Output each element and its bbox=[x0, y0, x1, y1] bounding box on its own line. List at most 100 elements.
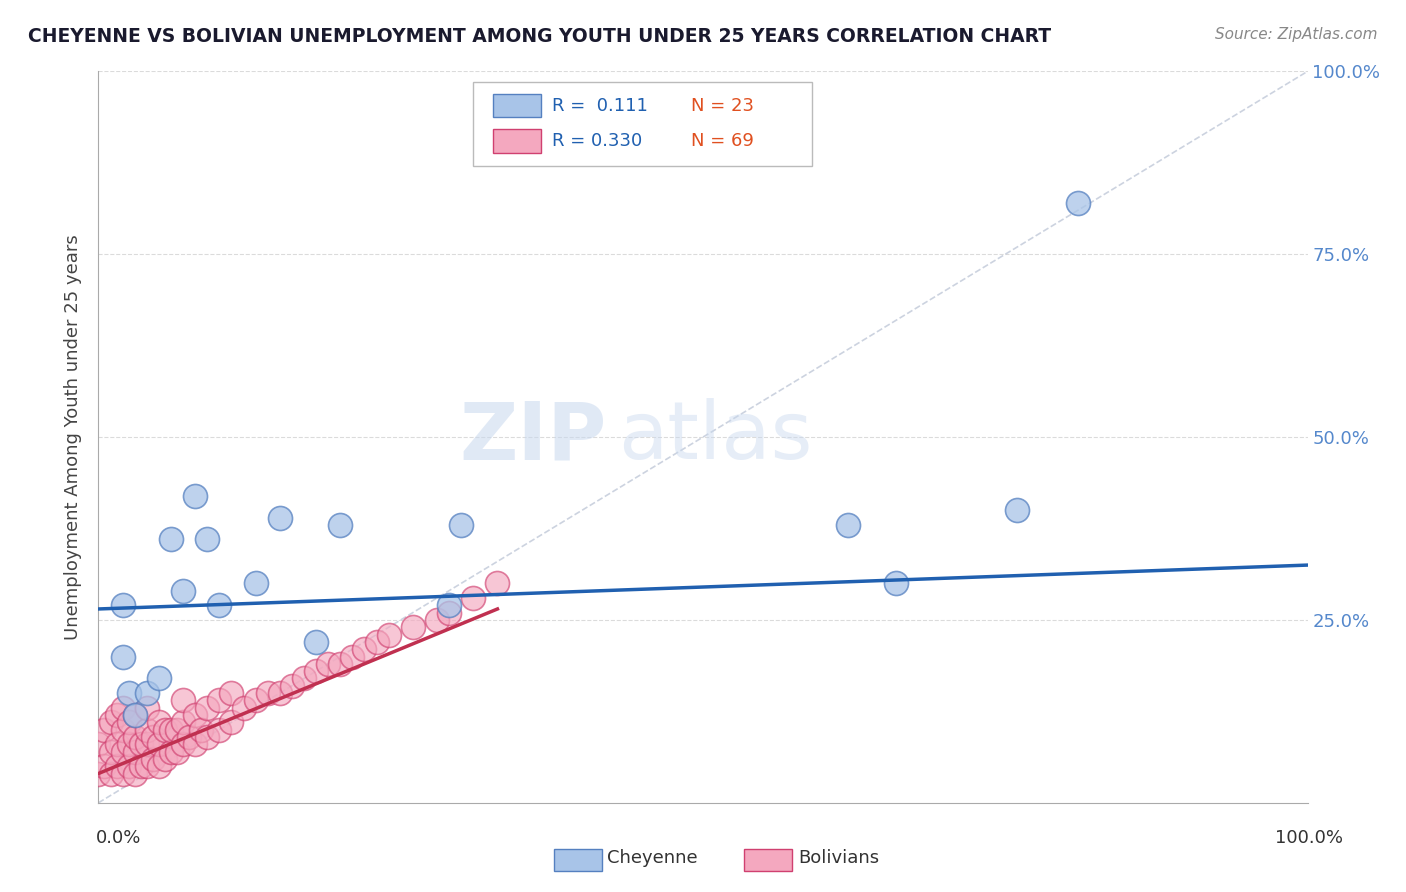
Point bbox=[292, 672, 315, 686]
Point bbox=[195, 533, 218, 547]
Text: ZIP: ZIP bbox=[458, 398, 606, 476]
Point bbox=[377, 627, 399, 641]
Point bbox=[184, 489, 207, 503]
Point bbox=[111, 649, 134, 664]
Point bbox=[135, 737, 157, 751]
Point bbox=[221, 686, 243, 700]
Point bbox=[153, 752, 176, 766]
Point bbox=[426, 613, 449, 627]
Point bbox=[329, 517, 352, 532]
Point bbox=[208, 599, 231, 613]
Point bbox=[190, 723, 212, 737]
Point bbox=[402, 620, 425, 634]
Point bbox=[172, 737, 194, 751]
Point bbox=[179, 730, 201, 744]
Point bbox=[316, 657, 339, 671]
Point bbox=[166, 745, 188, 759]
Text: R = 0.330: R = 0.330 bbox=[551, 132, 643, 150]
Point bbox=[437, 599, 460, 613]
Point bbox=[129, 759, 152, 773]
Point bbox=[256, 686, 278, 700]
Point bbox=[148, 715, 170, 730]
Point bbox=[208, 693, 231, 707]
Point bbox=[160, 745, 183, 759]
Point bbox=[166, 723, 188, 737]
Point bbox=[305, 664, 328, 678]
Point bbox=[135, 700, 157, 714]
Point bbox=[148, 737, 170, 751]
Point bbox=[118, 759, 141, 773]
Text: Bolivians: Bolivians bbox=[799, 849, 880, 867]
Point bbox=[111, 723, 134, 737]
Text: 100.0%: 100.0% bbox=[1275, 829, 1343, 847]
Point bbox=[93, 723, 115, 737]
Point bbox=[100, 766, 122, 780]
Point bbox=[437, 606, 460, 620]
Point bbox=[87, 737, 110, 751]
Text: atlas: atlas bbox=[619, 398, 813, 476]
Point bbox=[837, 517, 859, 532]
Point bbox=[87, 766, 110, 780]
Point bbox=[129, 737, 152, 751]
Point bbox=[100, 745, 122, 759]
Point bbox=[148, 759, 170, 773]
Point bbox=[172, 583, 194, 598]
Point bbox=[124, 745, 146, 759]
Text: CHEYENNE VS BOLIVIAN UNEMPLOYMENT AMONG YOUTH UNDER 25 YEARS CORRELATION CHART: CHEYENNE VS BOLIVIAN UNEMPLOYMENT AMONG … bbox=[28, 27, 1052, 45]
Point bbox=[1007, 503, 1029, 517]
Point bbox=[111, 700, 134, 714]
Point bbox=[195, 730, 218, 744]
Point bbox=[111, 745, 134, 759]
Point bbox=[105, 759, 128, 773]
Point bbox=[142, 752, 165, 766]
Point bbox=[463, 591, 485, 605]
Point bbox=[142, 730, 165, 744]
Point bbox=[486, 576, 509, 591]
Point bbox=[184, 737, 207, 751]
Point bbox=[172, 693, 194, 707]
Point bbox=[305, 635, 328, 649]
Point bbox=[124, 766, 146, 780]
Point bbox=[148, 672, 170, 686]
Point bbox=[124, 730, 146, 744]
Point bbox=[1067, 196, 1090, 211]
Point bbox=[886, 576, 908, 591]
Y-axis label: Unemployment Among Youth under 25 years: Unemployment Among Youth under 25 years bbox=[65, 235, 83, 640]
Point bbox=[118, 686, 141, 700]
Text: 0.0%: 0.0% bbox=[96, 829, 141, 847]
Point bbox=[342, 649, 364, 664]
Point bbox=[105, 708, 128, 723]
Point bbox=[245, 693, 267, 707]
Text: N = 23: N = 23 bbox=[690, 96, 754, 115]
Point bbox=[135, 759, 157, 773]
Point bbox=[184, 708, 207, 723]
Point bbox=[269, 686, 291, 700]
Point bbox=[208, 723, 231, 737]
Point bbox=[100, 715, 122, 730]
Point bbox=[124, 708, 146, 723]
Point bbox=[105, 737, 128, 751]
Text: R =  0.111: R = 0.111 bbox=[551, 96, 648, 115]
Point bbox=[269, 510, 291, 524]
Point bbox=[124, 708, 146, 723]
Point bbox=[195, 700, 218, 714]
Point bbox=[366, 635, 388, 649]
Point bbox=[245, 576, 267, 591]
FancyBboxPatch shape bbox=[492, 129, 541, 153]
Point bbox=[111, 766, 134, 780]
Point bbox=[93, 759, 115, 773]
Point bbox=[232, 700, 254, 714]
Point bbox=[118, 715, 141, 730]
Text: N = 69: N = 69 bbox=[690, 132, 754, 150]
Point bbox=[450, 517, 472, 532]
Point bbox=[160, 723, 183, 737]
Point bbox=[329, 657, 352, 671]
Point bbox=[135, 686, 157, 700]
FancyBboxPatch shape bbox=[492, 94, 541, 118]
Point bbox=[221, 715, 243, 730]
FancyBboxPatch shape bbox=[474, 82, 811, 167]
Text: Cheyenne: Cheyenne bbox=[607, 849, 697, 867]
Point bbox=[281, 679, 304, 693]
Point bbox=[135, 723, 157, 737]
Point bbox=[172, 715, 194, 730]
